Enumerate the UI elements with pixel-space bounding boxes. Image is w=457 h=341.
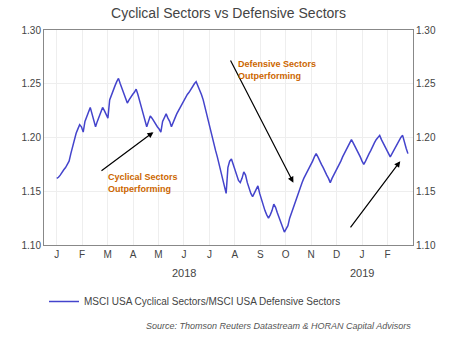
svg-text:1.30: 1.30 — [22, 25, 42, 36]
svg-text:Source: Thomson Reuters Datast: Source: Thomson Reuters Datastream & HOR… — [146, 321, 411, 331]
svg-text:J: J — [54, 249, 59, 260]
svg-text:1.10: 1.10 — [22, 240, 42, 251]
svg-text:J: J — [207, 249, 212, 260]
svg-text:1.20: 1.20 — [416, 132, 436, 143]
svg-text:D: D — [333, 249, 340, 260]
svg-text:1.10: 1.10 — [416, 240, 436, 251]
svg-text:2019: 2019 — [350, 267, 374, 279]
svg-text:S: S — [257, 249, 264, 260]
svg-text:1.15: 1.15 — [22, 186, 42, 197]
svg-text:J: J — [181, 249, 186, 260]
svg-text:F: F — [79, 249, 85, 260]
svg-text:M: M — [103, 249, 111, 260]
svg-text:MSCI USA Cyclical Sectors/MSCI: MSCI USA Cyclical Sectors/MSCI USA Defen… — [84, 296, 340, 307]
svg-text:Cyclical Sectors vs Defensive: Cyclical Sectors vs Defensive Sectors — [111, 5, 346, 21]
svg-text:Cyclical SectorsOutperforming: Cyclical SectorsOutperforming — [108, 172, 178, 194]
svg-text:Defensive SectorsOutperforming: Defensive SectorsOutperforming — [238, 59, 316, 81]
svg-text:O: O — [282, 249, 290, 260]
svg-text:A: A — [130, 249, 137, 260]
svg-text:J: J — [360, 249, 365, 260]
svg-text:M: M — [154, 249, 162, 260]
svg-text:1.25: 1.25 — [416, 78, 436, 89]
svg-text:A: A — [232, 249, 239, 260]
svg-text:1.20: 1.20 — [22, 132, 42, 143]
svg-text:2018: 2018 — [172, 267, 196, 279]
svg-text:F: F — [384, 249, 390, 260]
svg-text:1.15: 1.15 — [416, 186, 436, 197]
svg-text:1.25: 1.25 — [22, 78, 42, 89]
svg-text:N: N — [308, 249, 315, 260]
svg-text:1.30: 1.30 — [416, 25, 436, 36]
